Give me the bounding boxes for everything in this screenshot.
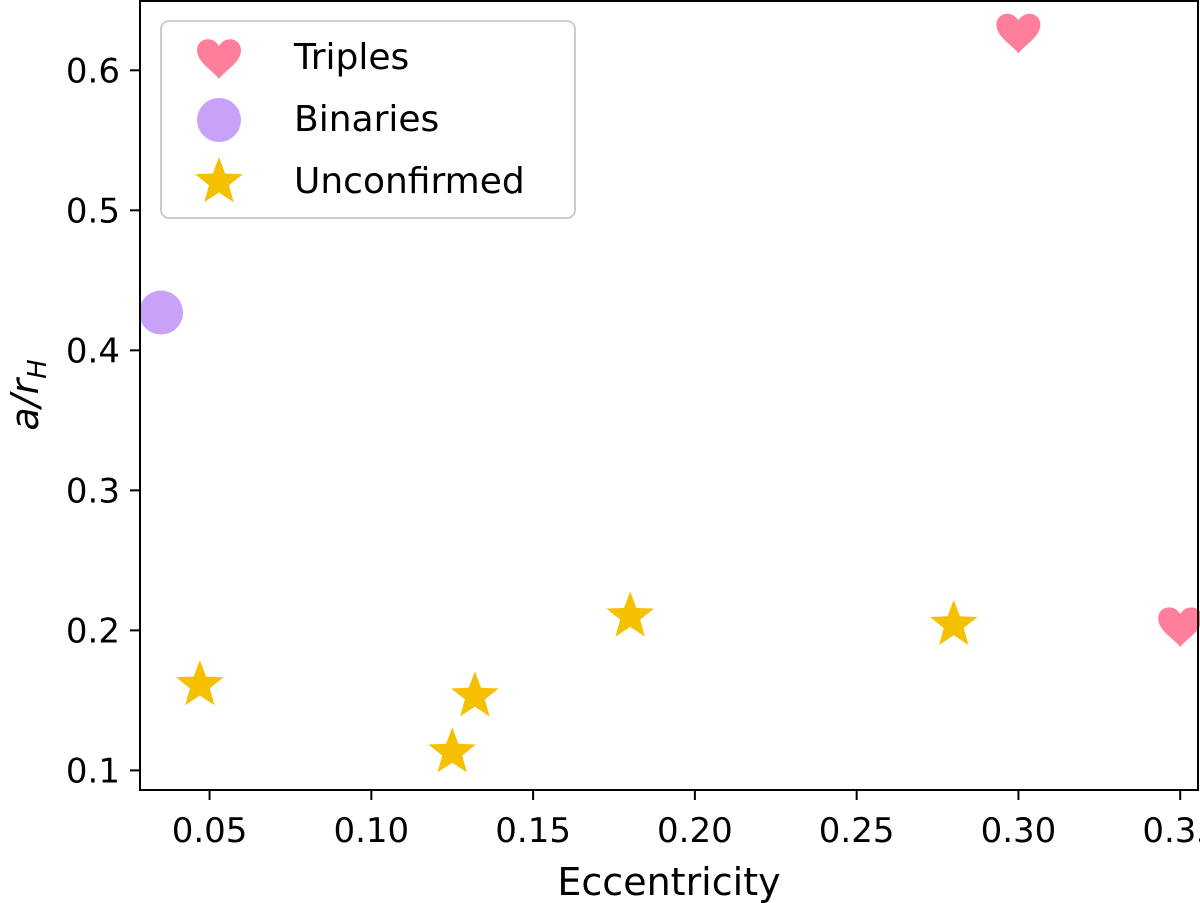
legend-label: Binaries xyxy=(294,99,439,140)
x-tick-label: 0.30 xyxy=(981,811,1057,851)
y-tick-label: 0.2 xyxy=(66,611,120,651)
x-tick-label: 0.35 xyxy=(1142,811,1200,851)
y-tick-label: 0.3 xyxy=(66,471,120,511)
y-axis-label-main: a/r xyxy=(3,377,47,431)
y-tick-label: 0.4 xyxy=(66,331,120,371)
x-tick-label: 0.10 xyxy=(333,811,409,851)
star-data-point xyxy=(929,599,978,645)
legend-star-marker xyxy=(195,157,243,203)
heart-data-point xyxy=(996,13,1041,54)
y-axis-label-subscript: H xyxy=(23,359,53,379)
circle-data-point xyxy=(139,290,184,335)
plot-frame xyxy=(139,0,1199,791)
x-tick-label: 0.25 xyxy=(819,811,895,851)
data-points xyxy=(139,13,1200,773)
x-tick-label: 0.20 xyxy=(657,811,733,851)
y-axis-label: a/rH xyxy=(3,359,53,430)
legend-heart-marker xyxy=(197,39,241,79)
y-tick-label: 0.1 xyxy=(66,751,120,791)
x-axis-label: Eccentricity xyxy=(557,860,780,903)
star-data-point xyxy=(606,591,654,637)
legend-label: Triples xyxy=(293,37,409,78)
heart-data-point xyxy=(1158,607,1200,648)
legend-items: Triples Binaries Unconfirmed xyxy=(195,37,525,203)
y-axis: 0.1 0.2 0.3 0.4 0.5 0.6 xyxy=(66,51,140,791)
x-axis: 0.05 0.10 0.15 0.20 0.25 0.30 0.35 xyxy=(172,790,1200,851)
legend: Triples Binaries Unconfirmed xyxy=(160,20,576,219)
legend-box xyxy=(160,20,576,219)
star-data-point xyxy=(176,659,224,706)
y-tick-label: 0.5 xyxy=(66,191,120,231)
legend-label: Unconfirmed xyxy=(294,161,525,202)
star-data-point xyxy=(451,671,499,717)
y-tick-label: 0.6 xyxy=(66,51,120,91)
legend-circle-marker xyxy=(197,98,241,142)
x-tick-label: 0.15 xyxy=(495,811,571,851)
x-tick-label: 0.05 xyxy=(172,811,248,851)
star-data-point xyxy=(428,727,476,773)
